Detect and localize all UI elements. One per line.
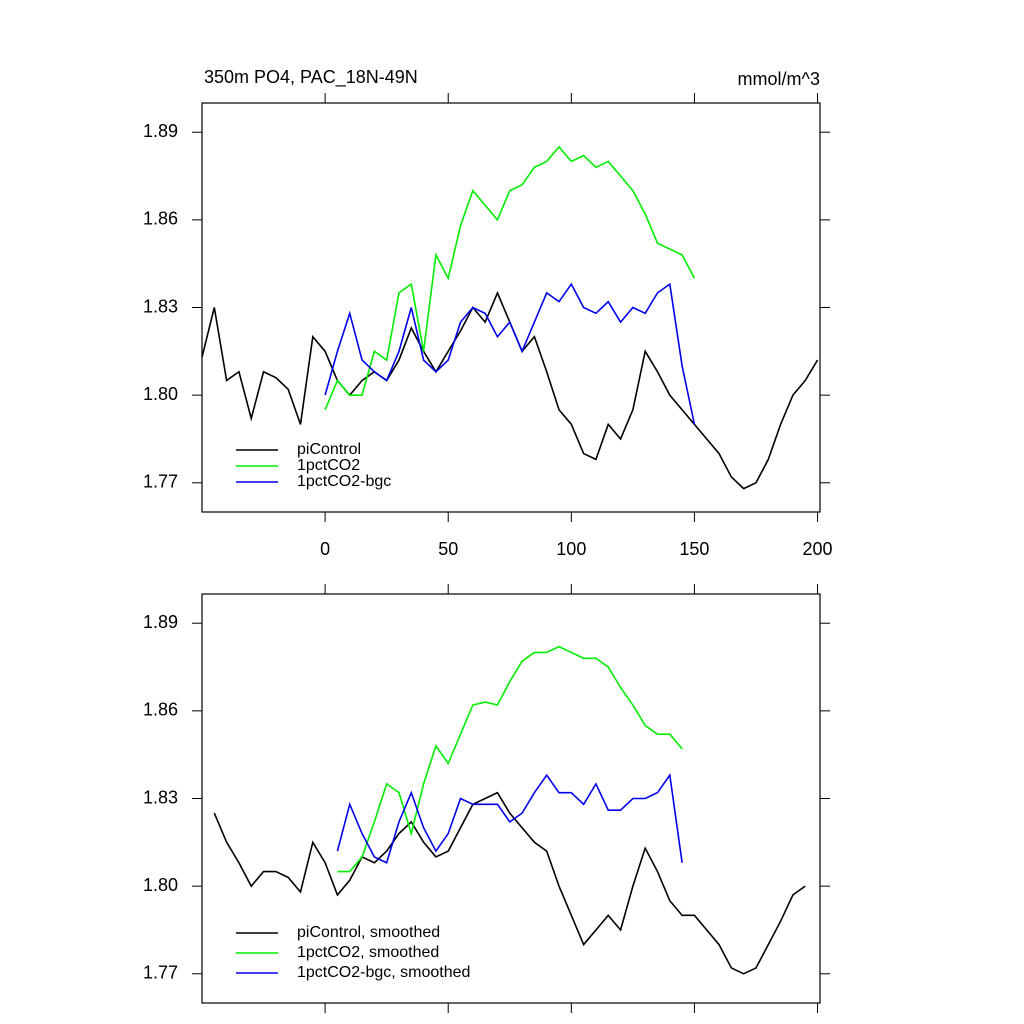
- plot-frame: [201, 593, 821, 1004]
- data-line: [324, 282, 696, 425]
- data-line: [336, 773, 683, 864]
- y-tick-label: 1.80: [143, 875, 178, 895]
- legend-label: piControl: [297, 441, 361, 458]
- data-line: [324, 145, 696, 411]
- y-tick-label: 1.89: [143, 612, 178, 632]
- y-tick-label: 1.77: [143, 472, 178, 492]
- x-tick-label: 0: [320, 539, 330, 559]
- y-tick-label: 1.83: [143, 787, 178, 807]
- y-tick-label: 1.83: [143, 296, 178, 316]
- x-tick-label: 200: [803, 539, 833, 559]
- data-line: [337, 645, 683, 873]
- legend-label: 1pctCO2-bgc: [297, 473, 391, 490]
- legend-label: 1pctCO2, smoothed: [297, 944, 439, 961]
- legend-label: piControl, smoothed: [297, 924, 440, 941]
- y-tick-label: 1.86: [143, 209, 178, 229]
- chart-title: 350m PO4, PAC_18N-49N: [204, 67, 418, 88]
- legend-label: 1pctCO2-bgc, smoothed: [297, 964, 470, 981]
- plot-frame: [201, 102, 821, 513]
- x-tick-label: 150: [679, 539, 709, 559]
- y-tick-label: 1.86: [143, 700, 178, 720]
- y-tick-label: 1.89: [143, 121, 178, 141]
- units-label: mmol/m^3: [738, 69, 820, 89]
- y-tick-label: 1.80: [143, 384, 178, 404]
- y-tick-label: 1.77: [143, 963, 178, 983]
- data-line: [213, 791, 806, 975]
- x-tick-label: 50: [438, 539, 458, 559]
- x-tick-label: 100: [556, 539, 586, 559]
- legend-label: 1pctCO2: [297, 457, 360, 474]
